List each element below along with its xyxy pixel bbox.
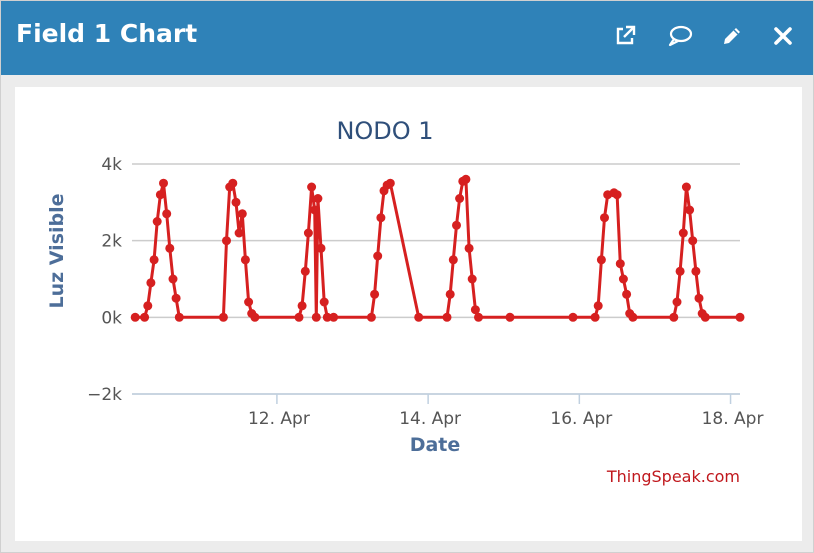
- data-point[interactable]: [455, 194, 465, 203]
- series-luz-visible: [130, 174, 745, 322]
- data-point[interactable]: [329, 312, 339, 322]
- grid-lines: [132, 163, 740, 395]
- data-point[interactable]: [244, 297, 254, 307]
- data-point[interactable]: [442, 312, 452, 322]
- panel-title: Field 1 Chart: [16, 19, 198, 48]
- data-point[interactable]: [376, 213, 386, 223]
- data-point[interactable]: [685, 205, 695, 215]
- data-point[interactable]: [165, 243, 175, 253]
- data-point[interactable]: [159, 178, 168, 188]
- data-point[interactable]: [130, 312, 140, 322]
- data-point[interactable]: [678, 228, 688, 238]
- data-point[interactable]: [448, 255, 458, 265]
- external-link-icon[interactable]: [610, 21, 640, 51]
- data-point[interactable]: [162, 209, 172, 219]
- data-point[interactable]: [228, 178, 238, 188]
- x-axis: 12. Apr 14. Apr 16. Apr 18. Apr: [132, 393, 764, 429]
- data-point[interactable]: [370, 289, 380, 299]
- data-point[interactable]: [467, 274, 477, 284]
- data-point[interactable]: [171, 293, 181, 303]
- data-point[interactable]: [146, 278, 156, 288]
- data-point[interactable]: [313, 194, 323, 203]
- data-point[interactable]: [222, 236, 231, 246]
- data-point[interactable]: [303, 228, 313, 238]
- data-point[interactable]: [414, 312, 424, 322]
- comment-icon[interactable]: [665, 21, 695, 51]
- data-point[interactable]: [694, 293, 704, 303]
- y-tick-label: −2k: [87, 385, 122, 405]
- data-point[interactable]: [297, 301, 307, 311]
- x-axis-title: Date: [410, 434, 461, 456]
- data-point[interactable]: [366, 312, 376, 322]
- y-tick-label: 0k: [101, 308, 122, 328]
- data-point[interactable]: [691, 266, 701, 276]
- data-point[interactable]: [373, 251, 383, 261]
- data-point[interactable]: [294, 312, 304, 322]
- data-point[interactable]: [143, 301, 153, 311]
- data-point[interactable]: [250, 312, 260, 322]
- data-point[interactable]: [612, 190, 622, 200]
- x-tick-label: 18. Apr: [702, 409, 764, 429]
- y-tick-label: 4k: [101, 155, 122, 175]
- data-point[interactable]: [445, 289, 455, 299]
- data-point[interactable]: [590, 312, 600, 322]
- data-point[interactable]: [622, 289, 632, 299]
- chart-card: NODO 1 −2k 0k 2k 4k 12. Apr 14. Apr 16. Apr 18…: [15, 87, 802, 541]
- data-point[interactable]: [174, 312, 184, 322]
- data-point[interactable]: [568, 312, 578, 322]
- data-point[interactable]: [675, 266, 685, 276]
- data-point[interactable]: [300, 266, 310, 276]
- data-point[interactable]: [231, 197, 241, 207]
- panel-header: Field 1 Chart: [1, 1, 813, 75]
- data-point[interactable]: [155, 190, 165, 200]
- data-point[interactable]: [452, 220, 461, 230]
- data-point[interactable]: [470, 305, 480, 315]
- data-point[interactable]: [700, 312, 710, 322]
- data-point[interactable]: [628, 312, 638, 322]
- data-point[interactable]: [385, 178, 395, 188]
- data-point[interactable]: [688, 236, 698, 246]
- data-point[interactable]: [152, 217, 162, 226]
- pencil-icon[interactable]: [717, 21, 747, 51]
- data-point[interactable]: [168, 274, 178, 284]
- data-point[interactable]: [240, 255, 250, 265]
- x-tick-label: 12. Apr: [248, 409, 310, 429]
- line-chart: NODO 1 −2k 0k 2k 4k 12. Apr 14. Apr 16. Apr 18…: [46, 117, 764, 486]
- data-point[interactable]: [600, 213, 609, 223]
- data-point[interactable]: [234, 228, 244, 238]
- y-tick-label: 2k: [101, 232, 122, 252]
- data-point[interactable]: [505, 312, 515, 322]
- data-point[interactable]: [596, 255, 606, 265]
- x-tick-label: 14. Apr: [399, 409, 461, 429]
- x-tick-label: 16. Apr: [550, 409, 612, 429]
- data-point[interactable]: [311, 312, 321, 322]
- data-point[interactable]: [474, 312, 483, 322]
- data-point[interactable]: [316, 243, 326, 253]
- chart-title: NODO 1: [336, 117, 433, 145]
- y-axis-ticks: −2k 0k 2k 4k: [87, 155, 122, 405]
- data-point[interactable]: [461, 174, 471, 184]
- y-axis-title: Luz Visible: [46, 193, 68, 308]
- data-point[interactable]: [310, 205, 320, 215]
- data-point[interactable]: [464, 243, 474, 253]
- data-point[interactable]: [140, 312, 150, 322]
- data-point[interactable]: [218, 312, 228, 322]
- data-point[interactable]: [735, 312, 745, 322]
- data-point[interactable]: [672, 297, 682, 307]
- data-point[interactable]: [618, 274, 628, 284]
- data-point[interactable]: [681, 182, 691, 192]
- data-point[interactable]: [237, 209, 247, 219]
- data-point[interactable]: [322, 312, 332, 322]
- data-point[interactable]: [615, 259, 625, 269]
- close-icon[interactable]: [768, 21, 798, 51]
- credit-link[interactable]: ThingSpeak.com: [606, 467, 740, 486]
- data-point[interactable]: [319, 297, 329, 307]
- data-point[interactable]: [669, 312, 679, 322]
- series-line: [135, 177, 740, 319]
- data-point[interactable]: [149, 255, 159, 265]
- data-point[interactable]: [307, 182, 317, 192]
- data-point[interactable]: [593, 301, 603, 311]
